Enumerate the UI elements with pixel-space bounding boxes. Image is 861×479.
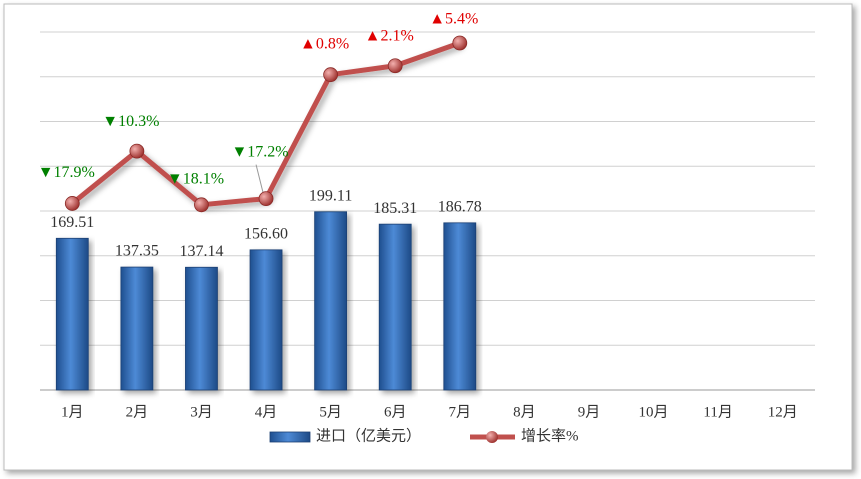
- x-tick-label: 1月: [61, 404, 84, 420]
- legend-swatch-marker: [486, 431, 498, 443]
- line-value-label: ▲0.8%: [300, 35, 349, 52]
- x-tick-label: 6月: [384, 404, 407, 420]
- bar-value-label: 185.31: [373, 200, 417, 217]
- bar-value-label: 156.60: [244, 226, 288, 243]
- line-value-label: ▼18.1%: [167, 170, 224, 187]
- bar: [443, 222, 477, 391]
- bar-value-label: 169.51: [50, 214, 94, 231]
- line-marker: [64, 196, 80, 211]
- bar-value-label: 199.11: [309, 187, 352, 204]
- legend-swatch: [269, 431, 311, 443]
- line-value-label: ▼17.9%: [38, 164, 95, 181]
- legend-label: 进口（亿美元）: [316, 427, 421, 444]
- x-tick-label: 7月: [449, 404, 472, 420]
- x-tick-label: 8月: [513, 404, 536, 420]
- x-tick-label: 3月: [190, 404, 213, 420]
- line-marker: [129, 143, 145, 159]
- line-marker: [194, 197, 209, 213]
- leader-line: [255, 164, 264, 193]
- legend-label: 增长率%: [521, 427, 579, 444]
- x-tick-label: 9月: [578, 404, 601, 420]
- bar: [120, 266, 154, 391]
- line-marker: [323, 67, 339, 83]
- bar: [185, 266, 218, 391]
- x-tick-label: 11月: [703, 404, 732, 420]
- bar: [249, 249, 283, 391]
- bar: [314, 211, 348, 391]
- line-value-label: ▲5.4%: [429, 11, 478, 28]
- line-marker: [452, 35, 468, 51]
- frame: [3, 3, 853, 471]
- bar-value-label: 137.35: [115, 243, 159, 260]
- x-tick-label: 5月: [319, 404, 342, 420]
- line-value-label: ▲2.1%: [365, 27, 414, 44]
- line-marker: [258, 191, 274, 207]
- line-value-label: ▼10.3%: [102, 113, 159, 130]
- bar: [378, 223, 412, 391]
- bar-value-label: 186.78: [438, 199, 482, 216]
- x-tick-label: 4月: [255, 404, 278, 420]
- x-tick-label: 10月: [639, 404, 669, 420]
- bar-value-label: 137.14: [179, 243, 223, 260]
- x-tick-label: 2月: [126, 404, 149, 420]
- x-tick-label: 12月: [768, 404, 798, 420]
- line-marker: [387, 58, 403, 74]
- bar: [55, 237, 89, 391]
- line-value-label: ▼17.2%: [231, 143, 288, 160]
